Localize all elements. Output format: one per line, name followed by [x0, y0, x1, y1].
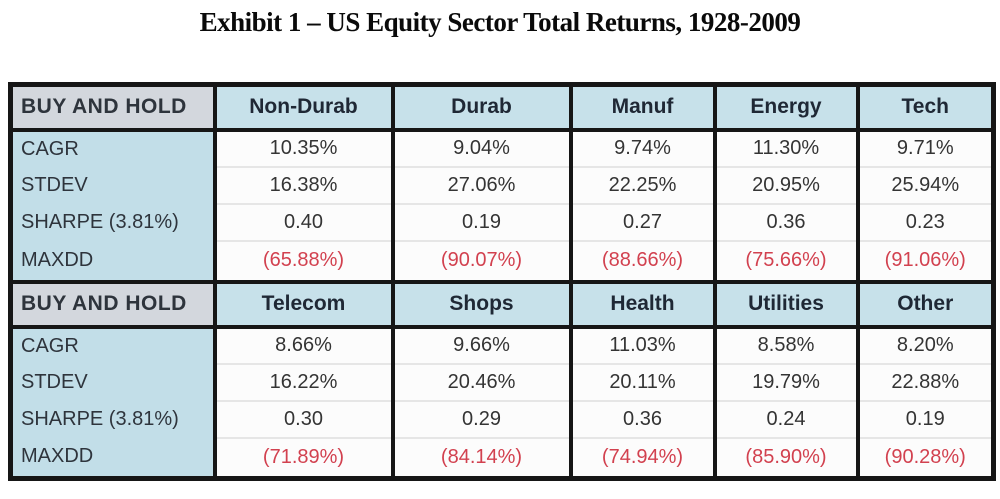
- cell-value-negative: (90.07%): [390, 239, 573, 284]
- cell-value: 20.95%: [712, 165, 860, 204]
- column-header-utilities: Utilities: [712, 279, 860, 329]
- cell-value: 0.29: [390, 399, 573, 438]
- cell-value: 9.04%: [390, 128, 573, 167]
- row-label-maxdd: MAXDD: [8, 437, 217, 481]
- cell-value: 20.46%: [390, 362, 573, 401]
- exhibit-title: Exhibit 1 – US Equity Sector Total Retur…: [199, 7, 801, 37]
- cell-value: 10.35%: [212, 128, 395, 167]
- table-row-sharpe: SHARPE (3.81%) 0.40 0.19 0.27 0.36 0.23: [8, 202, 996, 241]
- row-label-maxdd: MAXDD: [8, 240, 217, 284]
- cell-value-negative: (71.89%): [212, 436, 395, 481]
- column-header-other: Other: [855, 279, 996, 329]
- column-header-nondurab: Non-Durab: [212, 82, 395, 132]
- cell-value: 0.19: [855, 399, 996, 438]
- cell-value: 22.25%: [568, 165, 717, 204]
- cell-value: 11.03%: [568, 325, 717, 364]
- cell-value: 8.20%: [855, 325, 996, 364]
- returns-table: BUY AND HOLD Non-Durab Durab Manuf Energ…: [8, 82, 996, 481]
- cell-value-negative: (91.06%): [855, 239, 996, 284]
- section2-header-row: BUY AND HOLD Telecom Shops Health Utilit…: [8, 279, 996, 329]
- cell-value: 16.38%: [212, 165, 395, 204]
- cell-value: 9.74%: [568, 128, 717, 167]
- cell-value: 0.23: [855, 202, 996, 241]
- row-label-sharpe: SHARPE (3.81%): [8, 400, 217, 438]
- table-row-cagr: CAGR 10.35% 9.04% 9.74% 11.30% 9.71%: [8, 128, 996, 167]
- buy-and-hold-label: BUY AND HOLD: [8, 279, 217, 329]
- cell-value: 0.30: [212, 399, 395, 438]
- row-label-stdev: STDEV: [8, 363, 217, 401]
- cell-value: 0.27: [568, 202, 717, 241]
- section1-header-row: BUY AND HOLD Non-Durab Durab Manuf Energ…: [8, 82, 996, 132]
- cell-value: 25.94%: [855, 165, 996, 204]
- cell-value: 0.36: [568, 399, 717, 438]
- cell-value: 8.66%: [212, 325, 395, 364]
- cell-value-negative: (88.66%): [568, 239, 717, 284]
- column-header-tech: Tech: [855, 82, 996, 132]
- cell-value: 19.79%: [712, 362, 860, 401]
- row-label-cagr: CAGR: [8, 129, 217, 167]
- column-header-health: Health: [568, 279, 717, 329]
- row-label-cagr: CAGR: [8, 326, 217, 364]
- cell-value-negative: (84.14%): [390, 436, 573, 481]
- column-header-manuf: Manuf: [568, 82, 717, 132]
- cell-value: 20.11%: [568, 362, 717, 401]
- table-row-stdev: STDEV 16.38% 27.06% 22.25% 20.95% 25.94%: [8, 165, 996, 204]
- cell-value-negative: (65.88%): [212, 239, 395, 284]
- cell-value: 8.58%: [712, 325, 860, 364]
- table-row-maxdd: MAXDD (71.89%) (84.14%) (74.94%) (85.90%…: [8, 436, 996, 481]
- cell-value: 0.19: [390, 202, 573, 241]
- table-row-maxdd: MAXDD (65.88%) (90.07%) (88.66%) (75.66%…: [8, 239, 996, 284]
- cell-value-negative: (85.90%): [712, 436, 860, 481]
- cell-value: 27.06%: [390, 165, 573, 204]
- cell-value-negative: (74.94%): [568, 436, 717, 481]
- cell-value: 11.30%: [712, 128, 860, 167]
- cell-value: 9.66%: [390, 325, 573, 364]
- buy-and-hold-label: BUY AND HOLD: [8, 82, 217, 132]
- cell-value-negative: (90.28%): [855, 436, 996, 481]
- table-row-sharpe: SHARPE (3.81%) 0.30 0.29 0.36 0.24 0.19: [8, 399, 996, 438]
- column-header-durab: Durab: [390, 82, 573, 132]
- cell-value: 9.71%: [855, 128, 996, 167]
- cell-value: 0.24: [712, 399, 860, 438]
- column-header-telecom: Telecom: [212, 279, 395, 329]
- row-label-stdev: STDEV: [8, 166, 217, 204]
- cell-value: 22.88%: [855, 362, 996, 401]
- column-header-energy: Energy: [712, 82, 860, 132]
- cell-value: 0.36: [712, 202, 860, 241]
- table-row-stdev: STDEV 16.22% 20.46% 20.11% 19.79% 22.88%: [8, 362, 996, 401]
- column-header-shops: Shops: [390, 279, 573, 329]
- row-label-sharpe: SHARPE (3.81%): [8, 203, 217, 241]
- cell-value: 0.40: [212, 202, 395, 241]
- table-row-cagr: CAGR 8.66% 9.66% 11.03% 8.58% 8.20%: [8, 325, 996, 364]
- cell-value-negative: (75.66%): [712, 239, 860, 284]
- cell-value: 16.22%: [212, 362, 395, 401]
